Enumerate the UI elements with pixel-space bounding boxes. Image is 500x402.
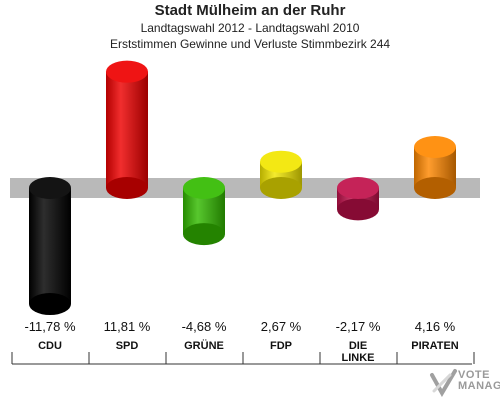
bar-bottom-cap — [260, 177, 302, 199]
bar-grüne — [183, 177, 225, 246]
bar-bottom-cap — [183, 223, 225, 246]
bar-bottom-cap — [414, 177, 456, 199]
bar-fdp — [260, 150, 302, 199]
zero-baseline-band — [10, 178, 480, 198]
bar-top-cap — [183, 177, 225, 199]
value-label: -2,17 % — [336, 319, 381, 334]
value-label: -11,78 % — [24, 319, 76, 334]
category-label: LINKE — [342, 352, 375, 364]
bar-bottom-cap — [29, 293, 71, 316]
watermark-text: VOTE MANAGER — [458, 369, 500, 392]
bar-bottom-cap — [337, 198, 379, 221]
category-label: DIE — [349, 340, 367, 352]
bar-top-cap — [260, 150, 302, 173]
bar-piraten — [414, 136, 456, 199]
category-label: FDP — [270, 340, 292, 352]
category-label: GRÜNE — [184, 339, 224, 352]
votemanager-logo-icon — [430, 369, 457, 398]
value-label: -4,68 % — [182, 319, 227, 334]
votemanager-watermark: VOTE MANAGER — [428, 367, 500, 399]
bar-bottom-cap — [106, 177, 148, 199]
bar-die-linke — [337, 177, 379, 221]
category-label: PIRATEN — [411, 340, 459, 352]
bar-top-cap — [106, 60, 148, 83]
chart-subtitle: Landtagswahl 2012 - Landtagswahl 2010 — [140, 21, 360, 35]
bar-spd — [106, 60, 148, 199]
bar-cdu — [29, 177, 71, 316]
bar-top-cap — [414, 136, 456, 159]
value-label: 11,81 % — [104, 319, 151, 334]
bar-body — [106, 71, 148, 188]
bar-top-cap — [29, 177, 71, 199]
chart-subtitle-2: Erststimmen Gewinne und Verluste Stimmbe… — [109, 37, 391, 51]
category-label: CDU — [38, 340, 62, 352]
chart-title: Stadt Mülheim an der Ruhr — [154, 2, 346, 19]
bar-top-cap — [337, 177, 379, 199]
bar-body — [29, 188, 71, 305]
category-label: SPD — [116, 340, 139, 352]
value-label: 4,16 % — [415, 319, 456, 334]
value-label: 2,67 % — [261, 319, 302, 334]
